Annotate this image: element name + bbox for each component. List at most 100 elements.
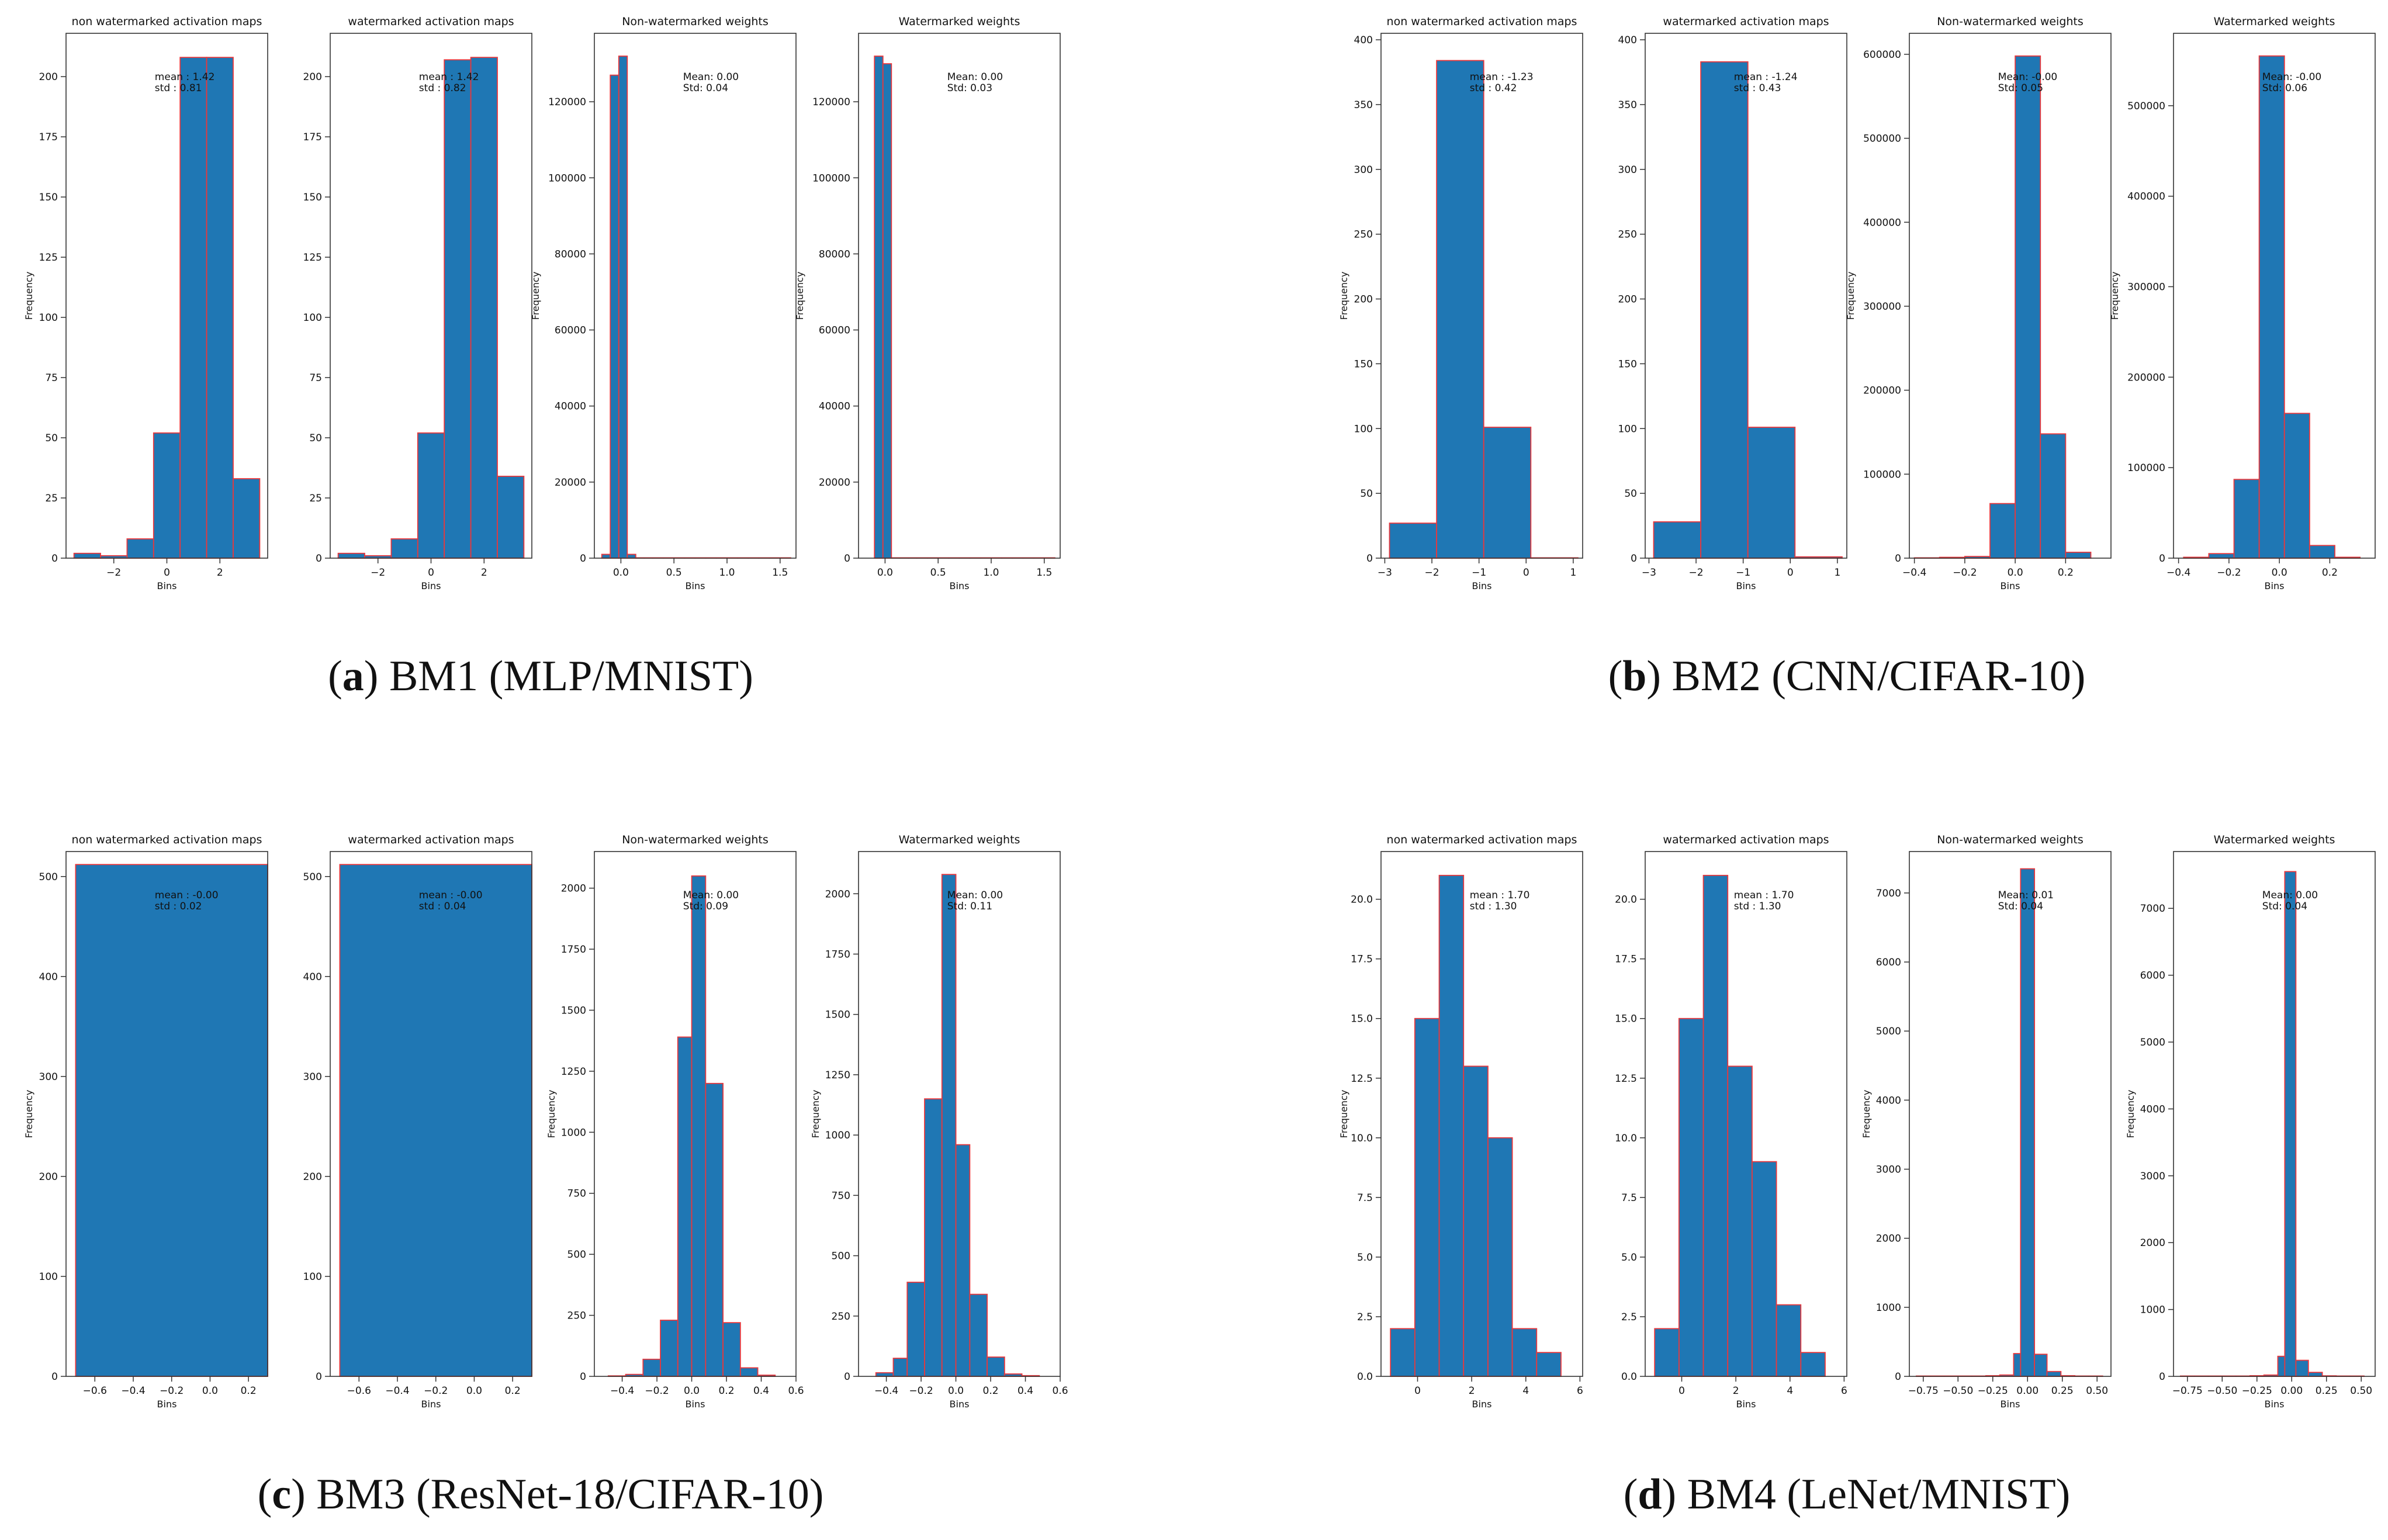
x-tick-label: 0.2 [241, 1385, 257, 1397]
y-tick-label: 300 [303, 1071, 322, 1083]
x-tick-label: −0.2 [160, 1385, 184, 1397]
y-tick-label: 25 [309, 493, 322, 504]
histogram-bar [739, 1367, 759, 1377]
y-tick-label: 0 [51, 553, 58, 565]
x-tick-label: −1 [1472, 567, 1486, 579]
y-tick-label: 5000 [1876, 1026, 1901, 1037]
x-tick-label: −0.6 [83, 1385, 107, 1397]
y-tick-label: 60000 [819, 325, 850, 337]
x-axis-label: Bins [686, 1399, 705, 1410]
y-tick-label: 2000 [1876, 1233, 1901, 1245]
x-axis-label: Bins [421, 1399, 441, 1410]
histogram-panel: −3 −2 −1 0 1 0 50 100 150 200 250 300 350 400 non wate… [1338, 15, 1583, 591]
annotation-mean: mean : 1.70 [1470, 890, 1530, 901]
x-tick-label: −0.2 [424, 1385, 448, 1397]
x-tick-label: −0.4 [874, 1385, 898, 1397]
histogram-bar [153, 432, 181, 559]
histogram-bar [444, 59, 472, 559]
y-tick-label: 1250 [561, 1066, 586, 1078]
x-tick-label: 0.0 [2272, 567, 2287, 579]
annotation-std: std : 0.02 [155, 901, 202, 912]
y-tick-label: 400000 [2127, 191, 2165, 203]
y-axis-label: Frequency [2109, 272, 2120, 320]
histogram-bar [2065, 552, 2092, 559]
histogram-bar [955, 1144, 971, 1377]
x-tick-label: −0.4 [1902, 567, 1926, 579]
histogram-panel: −0.4 −0.2 0.0 0.2 0 100000 200000 300000 400000 5… [1845, 15, 2112, 591]
y-tick-label: 0 [580, 1371, 586, 1383]
x-tick-label: 0 [1787, 567, 1794, 579]
x-axis-label: Bins [1472, 1399, 1492, 1410]
histogram-bar [2277, 1355, 2286, 1377]
histogram-bar [618, 56, 628, 559]
caption-text: ) BM3 (ResNet-18/CIFAR-10) [291, 1470, 824, 1518]
y-tick-label: 7.5 [1357, 1192, 1373, 1204]
y-tick-label: 750 [567, 1188, 586, 1200]
y-tick-label: 25 [45, 493, 58, 504]
annotation-std: std : 1.30 [1470, 901, 1517, 912]
histogram-bar [691, 875, 707, 1377]
y-tick-label: 2000 [561, 883, 586, 895]
caption-d: (d) BM4 (LeNet/MNIST) [1623, 1470, 2071, 1518]
histogram-bar [1678, 1018, 1704, 1377]
y-tick-label: 100 [39, 1271, 58, 1283]
y-tick-label: 15.0 [1351, 1013, 1373, 1025]
y-tick-label: 100 [1618, 423, 1637, 435]
x-tick-label: 1.0 [719, 567, 735, 579]
x-tick-label: −2 [371, 567, 385, 579]
y-tick-label: 1250 [825, 1070, 850, 1081]
histogram-bar [1483, 427, 1532, 559]
x-tick-label: −0.2 [1953, 567, 1977, 579]
x-axis-label: Bins [1736, 580, 1756, 591]
x-tick-label: −3 [1378, 567, 1392, 579]
y-axis-label: Frequency [546, 1090, 557, 1138]
histogram-bar [1989, 503, 2016, 559]
annotation-std: Std: 0.04 [683, 82, 728, 94]
histogram-bar [2208, 553, 2235, 559]
histogram-bar [987, 1356, 1005, 1377]
chart-title: Watermarked weights [2214, 833, 2335, 846]
x-axis-label: Bins [157, 1399, 177, 1410]
y-tick-label: 125 [303, 252, 322, 264]
y-tick-label: 2.5 [1621, 1311, 1637, 1323]
x-axis-label: Bins [2265, 580, 2285, 591]
y-tick-label: 12.5 [1351, 1073, 1373, 1085]
y-tick-label: 1500 [561, 1005, 586, 1016]
plot-frame [858, 851, 1061, 1377]
x-tick-label: 0.0 [466, 1385, 482, 1397]
caption-a: (a) BM1 (MLP/MNIST) [328, 652, 753, 700]
x-axis-label: Bins [686, 580, 705, 591]
y-tick-label: 50 [1360, 488, 1373, 500]
y-tick-label: 80000 [555, 248, 586, 260]
histogram-bar [390, 538, 418, 559]
y-tick-label: 350 [1618, 99, 1637, 111]
x-axis-label: Bins [2001, 580, 2020, 591]
y-tick-label: 0.0 [1357, 1371, 1373, 1383]
annotation-mean: mean : -1.23 [1470, 71, 1534, 83]
histogram-bar [941, 874, 957, 1377]
histogram-bar [1776, 1304, 1802, 1377]
chart-title: Non-watermarked weights [622, 833, 769, 846]
x-tick-label: 0.0 [613, 567, 629, 579]
histogram-panel: −0.75 −0.50 −0.25 0.00 0.25 0.50 0 1000 2000 3000… [2125, 833, 2376, 1410]
histogram-bar [875, 1372, 894, 1377]
y-tick-label: 250 [1354, 229, 1373, 241]
x-tick-label: 0 [1523, 567, 1529, 579]
x-tick-label: −2 [1689, 567, 1704, 579]
y-tick-label: 150 [39, 192, 58, 203]
annotation-mean: mean : -0.00 [419, 890, 483, 901]
y-tick-label: 125 [39, 252, 58, 264]
histogram-bar [126, 538, 154, 559]
annotation-std: std : 1.30 [1734, 901, 1781, 912]
y-tick-label: 75 [309, 372, 322, 384]
histogram-bar [2295, 1359, 2309, 1377]
x-tick-label: 0.00 [2280, 1385, 2303, 1397]
y-tick-label: 350 [1354, 99, 1373, 111]
histogram-bar [705, 1082, 724, 1377]
chart-title: Watermarked weights [2214, 15, 2335, 28]
y-tick-label: 100000 [548, 172, 586, 184]
y-tick-label: 400 [39, 971, 58, 983]
y-tick-label: 750 [832, 1190, 850, 1202]
x-tick-label: −2 [1425, 567, 1439, 579]
histogram-bar [969, 1293, 988, 1377]
